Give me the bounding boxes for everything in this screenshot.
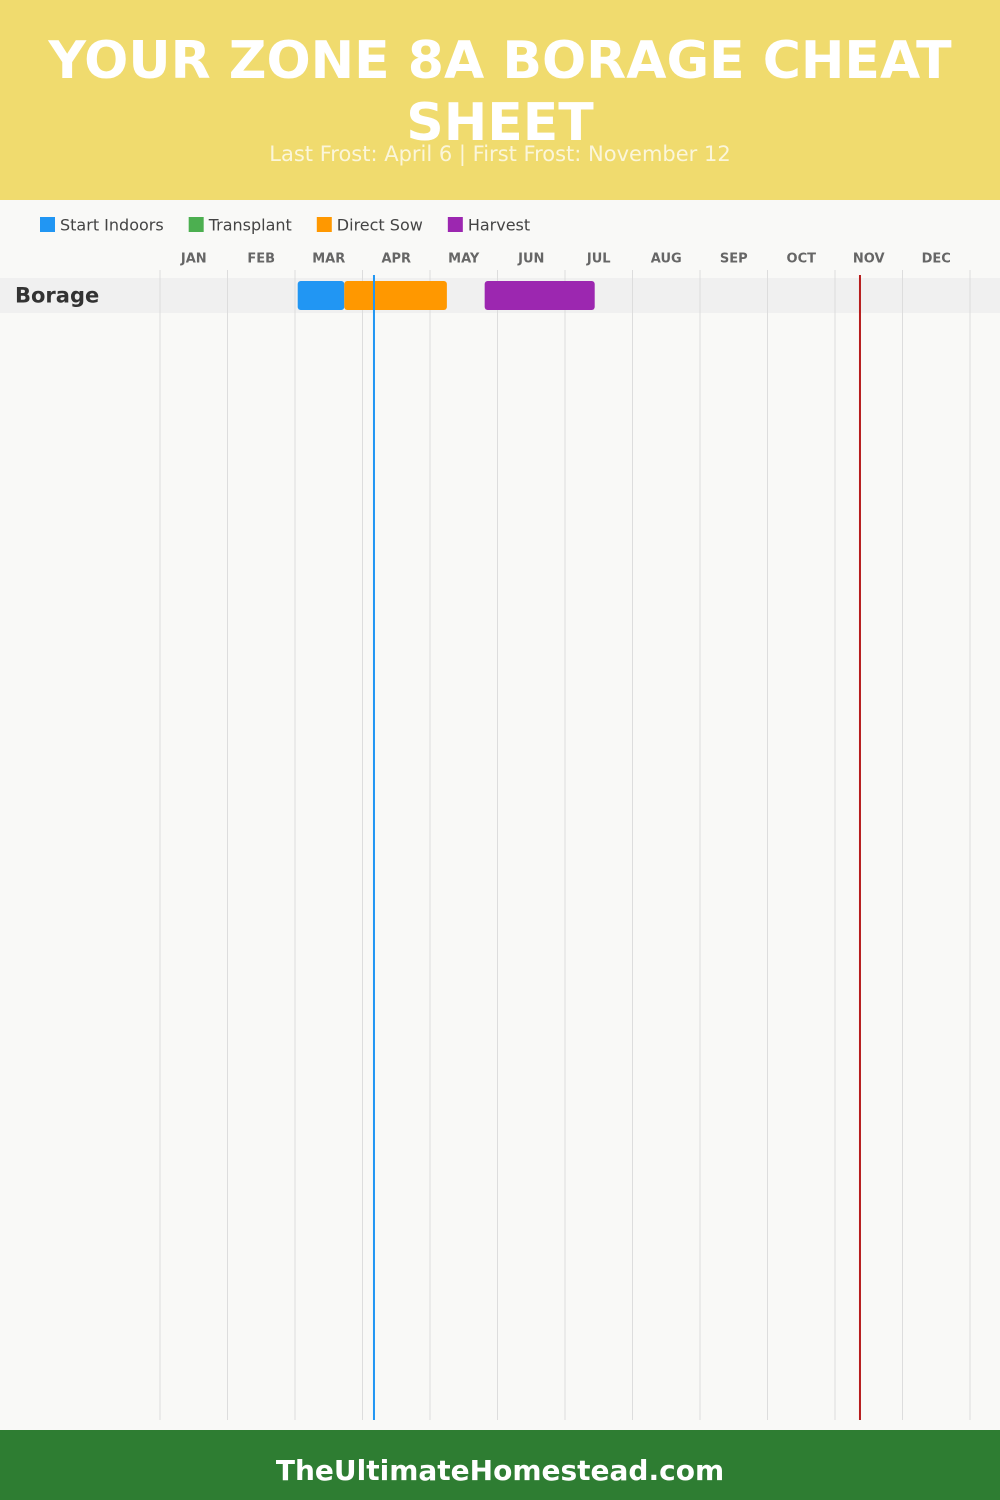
legend-label: Harvest [468,216,530,235]
x-tick-label: APR [381,252,411,267]
footer-text: TheUltimateHomestead.com [276,1454,724,1487]
row-label: Borage [15,284,99,308]
subtitle: Last Frost: April 6 | First Frost: Novem… [269,142,730,167]
x-tick-label: JAN [180,252,207,267]
bar [344,281,447,310]
legend-swatch [447,217,463,232]
legend-label: Start Indoors [60,216,164,235]
x-tick-label: MAR [312,252,345,267]
x-tick-label: DEC [922,252,951,267]
x-tick-label: SEP [720,252,748,267]
legend-label: Direct Sow [337,216,423,235]
chart-title: YOUR ZONE 8A BORAGE CHEAT SHEET [48,31,952,153]
legend-label: Transplant [208,216,292,235]
x-tick-label: AUG [651,252,682,267]
bar [484,281,595,310]
footer-background [0,1430,1000,1500]
legend-swatch [40,217,55,232]
legend-swatch [188,217,204,232]
x-tick-label: JUN [517,252,544,267]
header-background [0,0,1000,200]
x-tick-label: NOV [853,252,885,267]
x-tick-label: MAY [448,252,480,267]
x-tick-label: JUL [586,252,611,267]
x-tick-label: FEB [247,252,275,267]
x-tick-label: OCT [787,252,817,267]
bar [297,281,345,310]
legend-swatch [316,217,332,232]
